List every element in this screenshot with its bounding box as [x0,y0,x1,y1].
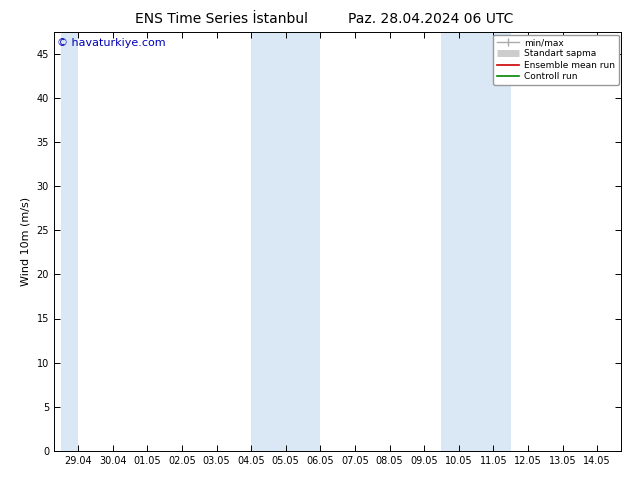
Bar [441,32,510,451]
Text: © havaturkiye.com: © havaturkiye.com [56,38,165,48]
Bar [61,32,78,451]
Y-axis label: Wind 10m (m/s): Wind 10m (m/s) [21,197,31,286]
Text: Paz. 28.04.2024 06 UTC: Paz. 28.04.2024 06 UTC [349,12,514,26]
Text: ENS Time Series İstanbul: ENS Time Series İstanbul [136,12,308,26]
Legend: min/max, Standart sapma, Ensemble mean run, Controll run: min/max, Standart sapma, Ensemble mean r… [493,35,619,85]
Bar [251,32,320,451]
